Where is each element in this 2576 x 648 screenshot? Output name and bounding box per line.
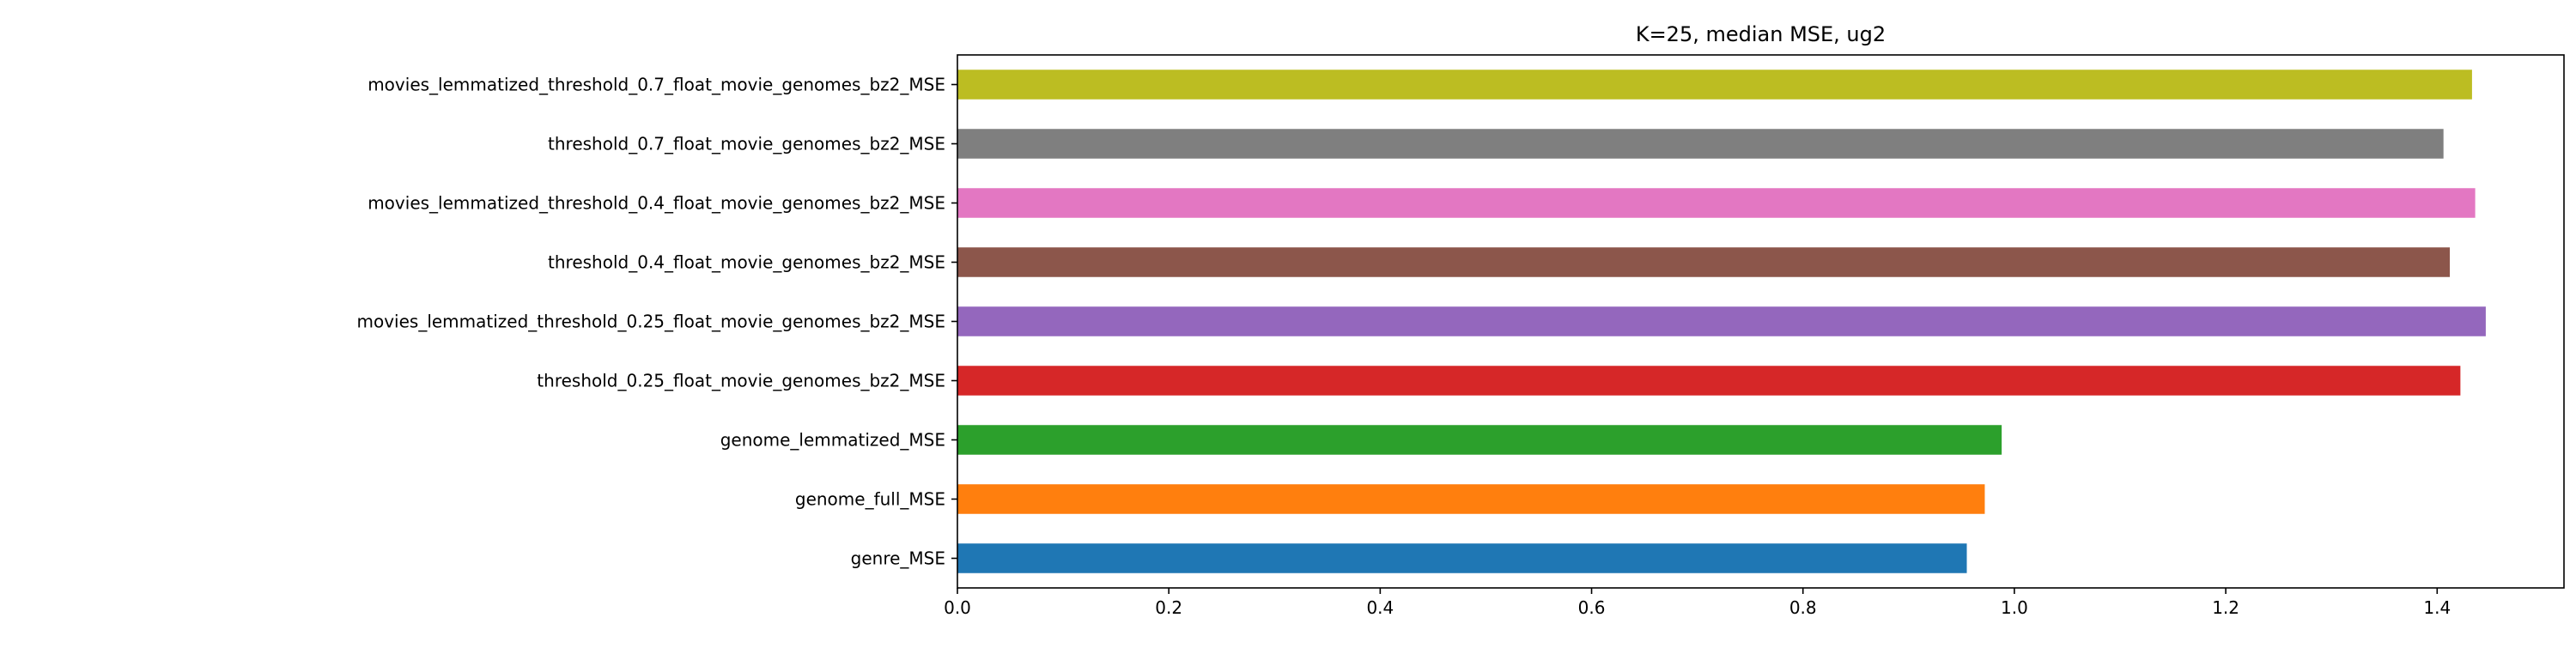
- bar-genome_full_MSE: [957, 484, 1985, 514]
- bar-genome_lemmatized_MSE: [957, 425, 2002, 455]
- x-axis-ticks: 0.0 0.2 0.4 0.6 0.8 1.0 1.2 1.4: [944, 588, 2451, 618]
- x-tick-label: 1.2: [2212, 597, 2239, 618]
- y-tick-label: genome_full_MSE: [795, 489, 945, 510]
- y-tick-label: threshold_0.7_float_movie_genomes_bz2_MS…: [548, 134, 945, 154]
- x-tick-label: 0.6: [1578, 597, 1606, 618]
- x-tick-label: 1.4: [2423, 597, 2451, 618]
- y-tick-label: movies_lemmatized_threshold_0.4_float_mo…: [368, 193, 945, 214]
- y-tick-label: threshold_0.25_float_movie_genomes_bz2_M…: [537, 371, 945, 391]
- bar-movies_lemmatized_threshold_0.7_float_movie_genomes_bz2_MSE: [957, 70, 2472, 100]
- bar-movies_lemmatized_threshold_0.4_float_movie_genomes_bz2_MSE: [957, 188, 2476, 218]
- x-tick-label: 0.4: [1366, 597, 1394, 618]
- bar-movies_lemmatized_threshold_0.25_float_movie_genomes_bz2_MSE: [957, 306, 2486, 336]
- x-tick-label: 0.8: [1789, 597, 1817, 618]
- x-tick-label: 0.0: [944, 597, 971, 618]
- y-tick-label: movies_lemmatized_threshold_0.25_float_m…: [356, 312, 945, 332]
- y-tick-label: genre_MSE: [851, 548, 945, 569]
- bar-threshold_0.7_float_movie_genomes_bz2_MSE: [957, 129, 2444, 159]
- bar-threshold_0.4_float_movie_genomes_bz2_MSE: [957, 247, 2451, 277]
- plot-frame: [957, 54, 2565, 589]
- y-tick-label: genome_lemmatized_MSE: [720, 430, 945, 451]
- y-tick-label: movies_lemmatized_threshold_0.7_float_mo…: [368, 75, 945, 95]
- x-tick-label: 1.0: [2001, 597, 2028, 618]
- bars-layer: [957, 70, 2486, 573]
- y-tick-label: threshold_0.4_float_movie_genomes_bz2_MS…: [548, 252, 945, 273]
- bar-genre_MSE: [957, 543, 1967, 573]
- bar-threshold_0.25_float_movie_genomes_bz2_MSE: [957, 366, 2461, 396]
- x-tick-label: 0.2: [1155, 597, 1182, 618]
- chart-title: K=25, median MSE, ug2: [1636, 22, 1886, 46]
- y-tick-labels: genre_MSE genome_full_MSE genome_lemmatize…: [356, 75, 957, 569]
